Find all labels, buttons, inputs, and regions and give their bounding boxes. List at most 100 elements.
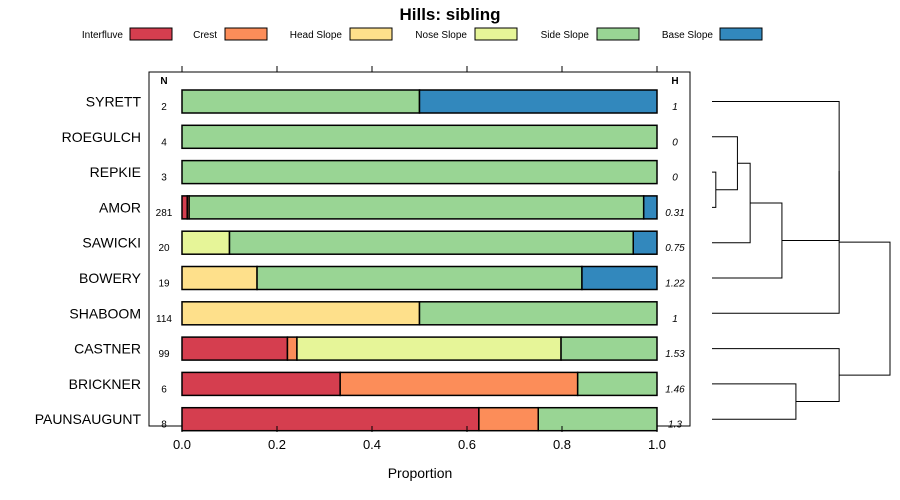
bar-segment-base-slope	[632, 230, 658, 255]
row-label: SYRETT	[86, 94, 142, 110]
bar-segment-interfluve	[181, 336, 289, 361]
bar-segment-crest	[478, 406, 539, 432]
n-header: N	[160, 76, 167, 87]
n-value: 8	[161, 420, 167, 431]
legend-swatch-base-slope	[719, 27, 763, 41]
legend-swatch-nose-slope	[474, 27, 518, 41]
dendrogram-link	[712, 348, 840, 403]
dendrogram	[712, 101, 891, 420]
legend-label-nose-slope: Nose Slope	[415, 30, 467, 41]
bar-segment-side-slope	[560, 336, 658, 361]
n-value: 20	[158, 243, 170, 254]
chart-title: Hills: sibling	[399, 5, 500, 24]
x-tick-label: 0.2	[268, 437, 286, 452]
dendrogram-link	[712, 202, 783, 279]
bar-segment-base-slope	[642, 195, 658, 220]
n-value: 99	[158, 349, 170, 360]
x-tick-label: 0.4	[363, 437, 381, 452]
row-amor: AMOR 281 0.31	[99, 195, 685, 220]
row-label: SHABOOM	[69, 305, 141, 321]
x-tick-label: 0.0	[173, 437, 191, 452]
h-value: 1.3	[668, 420, 682, 431]
x-axis: 0.0 0.2 0.4 0.6 0.8 1.0	[173, 66, 666, 452]
bar-segment-base-slope	[581, 265, 658, 291]
n-value: 6	[161, 384, 167, 395]
bar-segment-side-slope	[256, 265, 583, 291]
n-value: 281	[156, 208, 173, 219]
row-label: PAUNSAUGUNT	[35, 411, 142, 427]
row-label: SAWICKI	[82, 235, 141, 251]
bar-segment-side-slope	[537, 406, 658, 432]
legend-label-interfluve: Interfluve	[82, 30, 124, 41]
h-value: 1	[672, 314, 678, 325]
legend: Interfluve Crest Head Slope Nose Slope Side …	[82, 27, 763, 41]
legend-label-side-slope: Side Slope	[541, 30, 590, 41]
x-axis-label: Proportion	[388, 465, 453, 481]
bar-segment-interfluve	[181, 195, 188, 220]
row-bowery: BOWERY 19 1.22	[79, 265, 685, 291]
bar-segment-side-slope	[228, 230, 634, 255]
row-label: BRICKNER	[69, 376, 141, 392]
bar-segment-side-slope	[181, 89, 421, 114]
dendrogram-link	[712, 383, 797, 420]
bar-segment-side-slope	[576, 371, 658, 397]
n-value: 3	[161, 173, 167, 184]
legend-label-head-slope: Head Slope	[290, 30, 343, 41]
dendrogram-link	[712, 170, 840, 314]
h-value: 0.31	[665, 208, 684, 219]
n-value: 19	[158, 279, 170, 290]
n-value: 2	[161, 102, 167, 113]
row-castner: CASTNER 99 1.53	[74, 336, 685, 361]
bar-segment-side-slope	[188, 195, 645, 220]
row-label: AMOR	[99, 199, 141, 215]
x-tick-label: 0.6	[458, 437, 476, 452]
legend-label-crest: Crest	[193, 30, 217, 41]
bar-segment-crest	[286, 336, 298, 361]
h-value: 0	[672, 137, 678, 148]
bar-segment-nose-slope	[181, 230, 231, 255]
row-sawicki: SAWICKI 20 0.75	[82, 230, 685, 255]
bar-segment-side-slope	[418, 301, 658, 326]
bar-segment-head-slope	[181, 301, 421, 326]
row-label: ROEGULCH	[62, 129, 141, 145]
dendrogram-link	[839, 241, 891, 376]
legend-swatch-crest	[224, 27, 268, 41]
x-tick-label: 0.8	[553, 437, 571, 452]
row-brickner: BRICKNER 6 1.46	[69, 371, 685, 397]
rows: SYRETT 2 1 ROEGULCH 4 0 REPKIE 3 0 AMOR 281 0.31 SAW…	[35, 89, 685, 432]
row-shaboom: SHABOOM 114 1	[69, 301, 678, 326]
dendrogram-link	[712, 171, 717, 208]
legend-swatch-head-slope	[349, 27, 393, 41]
bar-segment-crest	[339, 371, 579, 397]
row-syrett: SYRETT 2 1	[86, 89, 678, 114]
row-roegulch: ROEGULCH 4 0	[62, 124, 678, 150]
h-value: 1	[672, 102, 678, 113]
row-paunsaugunt: PAUNSAUGUNT 8 1.3	[35, 406, 682, 432]
bar-segment-head-slope	[181, 265, 258, 291]
n-value: 4	[161, 137, 167, 148]
legend-swatch-interfluve	[129, 27, 173, 41]
bar-segment-interfluve	[181, 406, 480, 432]
n-value: 114	[156, 314, 172, 325]
row-repkie: REPKIE 3 0	[90, 159, 678, 185]
row-label: CASTNER	[74, 341, 141, 357]
h-value: 1.46	[665, 384, 685, 395]
dendrogram-link	[712, 162, 751, 244]
bar-segment-nose-slope	[296, 336, 562, 361]
dendrogram-link	[712, 101, 840, 241]
bar-segment-side-slope	[181, 124, 658, 150]
legend-label-base-slope: Base Slope	[662, 30, 714, 41]
bar-segment-side-slope	[181, 159, 658, 185]
h-value: 1.53	[665, 349, 685, 360]
legend-swatch-side-slope	[596, 27, 640, 41]
bar-segment-interfluve	[181, 371, 341, 397]
bar-segment-base-slope	[418, 89, 658, 114]
h-value: 0.75	[665, 243, 685, 254]
h-value: 1.22	[665, 279, 685, 290]
row-label: BOWERY	[79, 270, 142, 286]
h-value: 0	[672, 173, 678, 184]
x-tick-label: 1.0	[648, 437, 666, 452]
row-label: REPKIE	[90, 164, 141, 180]
h-header: H	[671, 76, 678, 87]
